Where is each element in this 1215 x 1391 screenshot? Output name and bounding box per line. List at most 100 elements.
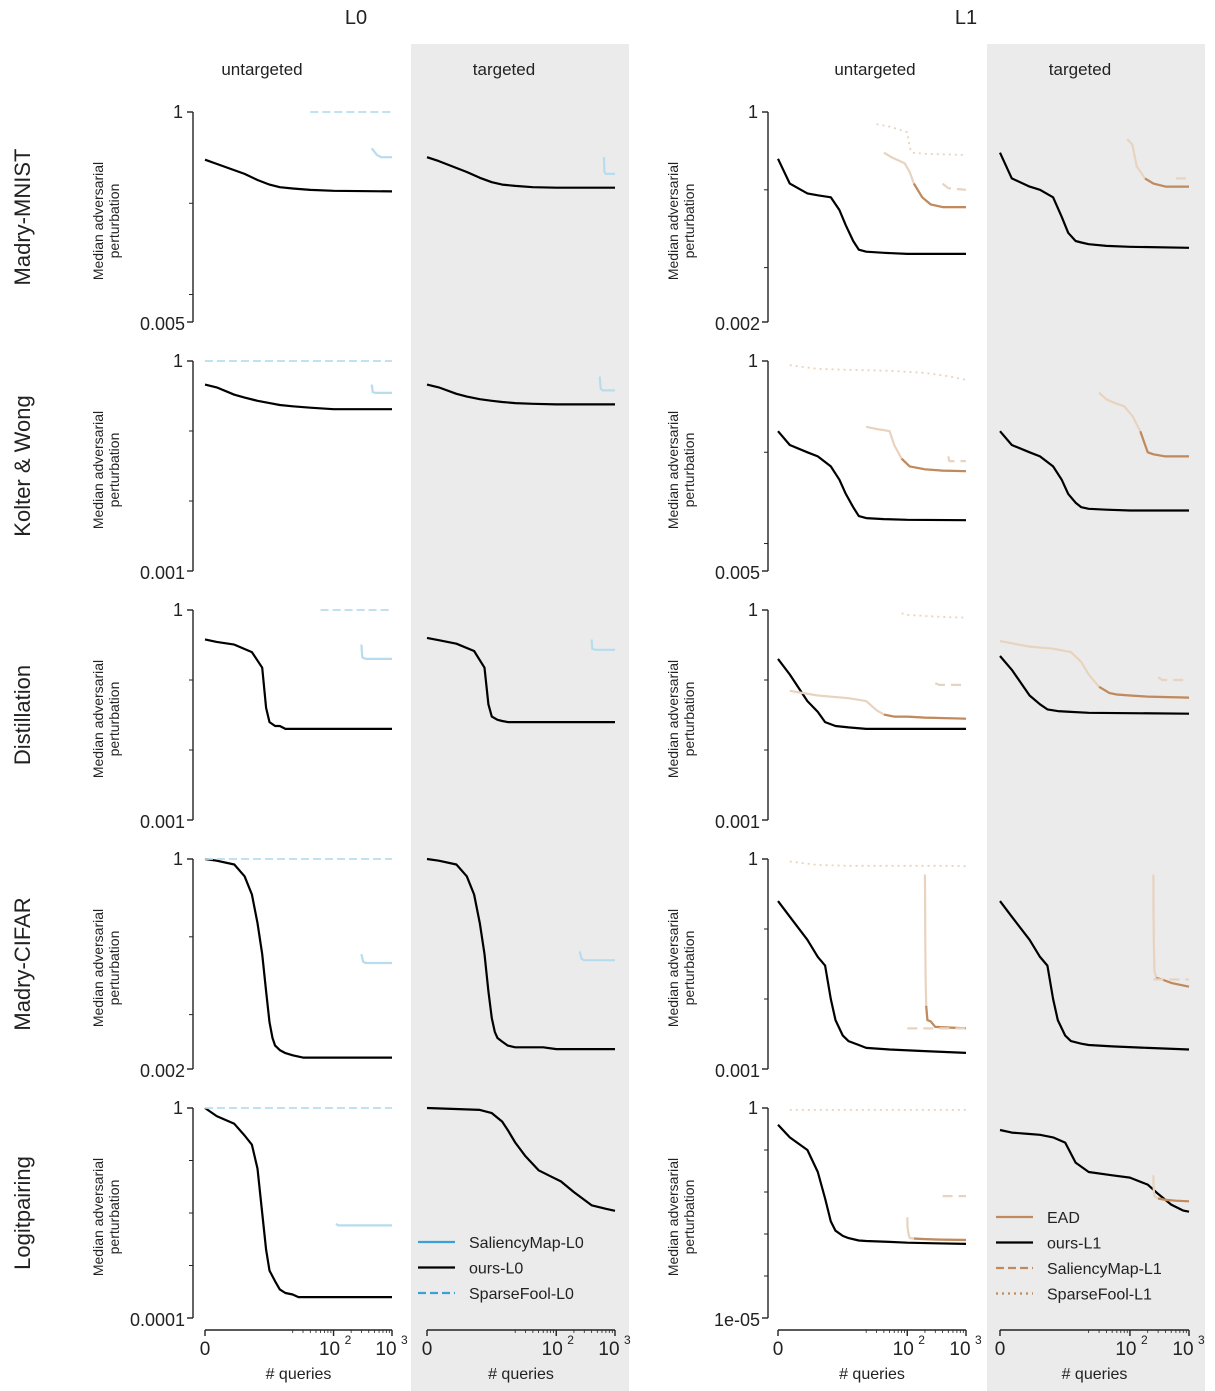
panel-kolter-wong-l1-targeted — [999, 391, 1189, 512]
row-title-kolter-wong: Kolter & Wong — [10, 395, 35, 536]
x-tick-label-exponent: 2 — [1141, 1333, 1148, 1347]
labels-layer: Madry-MNIST Kolter & Wong Distillation Madr… — [10, 149, 35, 1270]
x-tick-label: 0 — [200, 1339, 211, 1360]
legend-label-saliencymap-l1: SaliencyMap-L1 — [1047, 1261, 1162, 1278]
panel-madry-cifar-l1-targeted — [999, 874, 1190, 1051]
x-tick-label-exponent: 3 — [624, 1333, 631, 1347]
series-ead — [913, 1237, 967, 1242]
series-ours-l0 — [204, 638, 392, 730]
series-sparsefool-l1 — [901, 612, 967, 619]
y-axis-label: perturbation — [106, 931, 122, 1006]
y-tick-label-top: 1 — [173, 102, 183, 122]
x-tick-label: 0 — [422, 1339, 433, 1360]
y-tick-label-top: 1 — [748, 600, 758, 620]
series-ours-l1 — [999, 152, 1190, 249]
series-saliencymap-l0 — [602, 157, 615, 175]
legend-l0: SaliencyMap-L0 ours-L0 SparseFool-L0 — [418, 1235, 584, 1303]
series-ours-l0 — [426, 383, 615, 406]
y-axis-label: perturbation — [681, 433, 697, 508]
panel-logitpairing-l0-targeted: 0 10 2 10 3 # queries — [422, 1106, 631, 1383]
column-title-l0-targeted: targeted — [473, 60, 535, 79]
x-tick-label: 10 — [1172, 1339, 1193, 1360]
panel-logitpairing-l1-targeted: 0 10 2 10 3 # queries — [995, 1128, 1205, 1383]
y-tick-label-top: 1 — [173, 1098, 183, 1118]
x-tick-label-exponent: 2 — [345, 1333, 352, 1347]
x-axis-label: # queries — [488, 1366, 554, 1383]
y-tick-label-bottom: 0.002 — [140, 1061, 185, 1081]
panel-madry-mnist-l1-untargeted: 1 0.002 Median adversarial perturbation — [665, 102, 967, 334]
legend-l1: EAD ours-L1 SaliencyMap-L1 SparseFool-L1 — [996, 1210, 1162, 1304]
y-axis-label: Median adversarial — [90, 660, 106, 778]
x-tick-label-exponent: 2 — [567, 1333, 574, 1347]
x-axis-label: # queries — [839, 1366, 905, 1383]
panel-madry-cifar-l1-untargeted: 1 0.001 Median adversarial perturbation — [665, 849, 967, 1081]
series-ours-l0 — [426, 636, 615, 724]
panel-distillation-l1-targeted — [999, 640, 1190, 715]
legend-label-ours-l1: ours-L1 — [1047, 1236, 1101, 1253]
y-tick-label-top: 1 — [748, 1098, 758, 1118]
series-ead-early — [789, 689, 967, 720]
series-ours-l0 — [426, 156, 615, 189]
x-tick-label: 10 — [375, 1339, 396, 1360]
panel-distillation-l1-untargeted: 1 0.001 Median adversarial perturbation — [665, 600, 967, 832]
series-ours-l0 — [426, 1106, 616, 1212]
y-axis-label: perturbation — [681, 931, 697, 1006]
y-tick-label-top: 1 — [748, 351, 758, 371]
y-tick-label-bottom: 1e-05 — [714, 1310, 760, 1330]
y-axis-label: Median adversarial — [665, 909, 681, 1027]
series-saliencymap-l0 — [578, 951, 615, 962]
norm-title-l1: L1 — [955, 7, 977, 29]
series-saliencymap-l1 — [1157, 676, 1189, 682]
row-title-logitpairing: Logitpairing — [10, 1156, 35, 1270]
x-tick-label: 10 — [542, 1339, 563, 1360]
series-saliencymap-l0 — [598, 376, 615, 392]
y-axis-label: Median adversarial — [90, 1158, 106, 1276]
panel-kolter-wong-l0-untargeted: 1 0.001 Median adversarial perturbation — [90, 351, 392, 583]
x-tick-label: 0 — [773, 1339, 784, 1360]
targeted-bg-l0 — [411, 44, 629, 1391]
panel-madry-mnist-l1-targeted — [999, 138, 1190, 249]
x-tick-label: 10 — [319, 1339, 340, 1360]
series-ead — [1157, 1197, 1190, 1203]
y-axis-label: perturbation — [106, 682, 122, 757]
series-saliencymap-l1 — [941, 182, 967, 191]
y-tick-label-bottom: 0.001 — [715, 812, 760, 832]
y-axis-label: perturbation — [681, 184, 697, 259]
x-tick-label: 10 — [949, 1339, 970, 1360]
y-axis-label: Median adversarial — [665, 1158, 681, 1276]
y-axis-label: Median adversarial — [665, 411, 681, 529]
series-ead — [883, 713, 967, 720]
x-tick-label-exponent: 3 — [975, 1333, 982, 1347]
x-tick-label: 10 — [598, 1339, 619, 1360]
series-ours-l1 — [777, 1123, 967, 1245]
column-title-l1-untargeted: untargeted — [834, 60, 915, 79]
panel-madry-cifar-l0-targeted — [426, 857, 615, 1051]
x-tick-label-exponent: 3 — [1198, 1333, 1205, 1347]
row-title-madry-cifar: Madry-CIFAR — [10, 897, 35, 1030]
norm-title-l0: L0 — [345, 7, 367, 29]
series-sparsefool-l1 — [789, 364, 967, 381]
y-tick-label-top: 1 — [748, 102, 758, 122]
series-sparsefool-l1 — [876, 123, 967, 156]
y-tick-label-top: 1 — [173, 600, 183, 620]
column-title-l1-targeted: targeted — [1049, 60, 1111, 79]
row-title-distillation: Distillation — [10, 665, 35, 765]
series-ead — [900, 457, 967, 473]
x-axis-label: # queries — [266, 1366, 332, 1383]
x-tick-label-exponent: 3 — [401, 1333, 408, 1347]
panel-madry-cifar-l0-untargeted: 1 0.002 Median adversarial perturbation — [90, 849, 392, 1081]
x-axis-label: # queries — [1062, 1366, 1128, 1383]
panel-logitpairing-l1-untargeted: 1 1e-05 Median adversarial perturbation 0 10 2… — [665, 1098, 982, 1383]
y-tick-label-top: 1 — [173, 351, 183, 371]
series-ours-l1 — [777, 158, 966, 255]
x-tick-label: 0 — [995, 1339, 1006, 1360]
series-saliencymap-l0 — [370, 384, 392, 394]
panel-kolter-wong-l1-untargeted: 1 0.005 Median adversarial perturbation — [665, 351, 967, 583]
x-tick-label-exponent: 2 — [918, 1333, 925, 1347]
panel-distillation-l0-targeted — [426, 636, 615, 724]
series-ead-early — [865, 425, 967, 473]
series-ours-l1 — [999, 655, 1190, 715]
series-saliencymap-l0 — [360, 644, 392, 660]
